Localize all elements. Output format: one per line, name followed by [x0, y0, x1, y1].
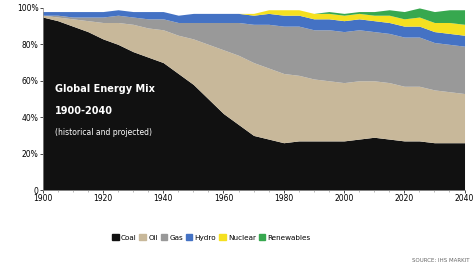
Text: Global Energy Mix: Global Energy Mix [55, 84, 155, 95]
Text: SOURCE: IHS MARKIT: SOURCE: IHS MARKIT [412, 258, 469, 263]
Text: (historical and projected): (historical and projected) [55, 128, 152, 137]
Legend: Coal, Oil, Gas, Hydro, Nuclear, Renewables: Coal, Oil, Gas, Hydro, Nuclear, Renewabl… [111, 234, 311, 241]
Text: 1900-2040: 1900-2040 [55, 106, 113, 116]
